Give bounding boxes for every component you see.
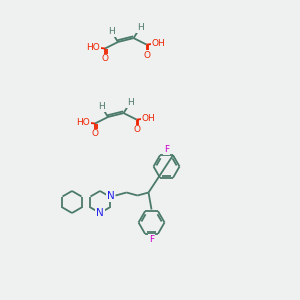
Text: N: N xyxy=(107,191,114,201)
Text: O: O xyxy=(101,54,109,63)
Text: O: O xyxy=(133,125,140,134)
Text: N: N xyxy=(96,208,104,218)
Text: OH: OH xyxy=(152,39,165,48)
Text: HO: HO xyxy=(86,43,100,52)
Text: F: F xyxy=(164,145,169,154)
Text: H: H xyxy=(108,27,115,36)
Text: OH: OH xyxy=(141,114,155,123)
Text: O: O xyxy=(143,50,150,59)
Text: HO: HO xyxy=(76,118,90,127)
Text: H: H xyxy=(98,102,105,111)
Text: H: H xyxy=(127,98,134,107)
Text: F: F xyxy=(149,235,154,244)
Text: H: H xyxy=(137,23,143,32)
Text: O: O xyxy=(92,129,98,138)
